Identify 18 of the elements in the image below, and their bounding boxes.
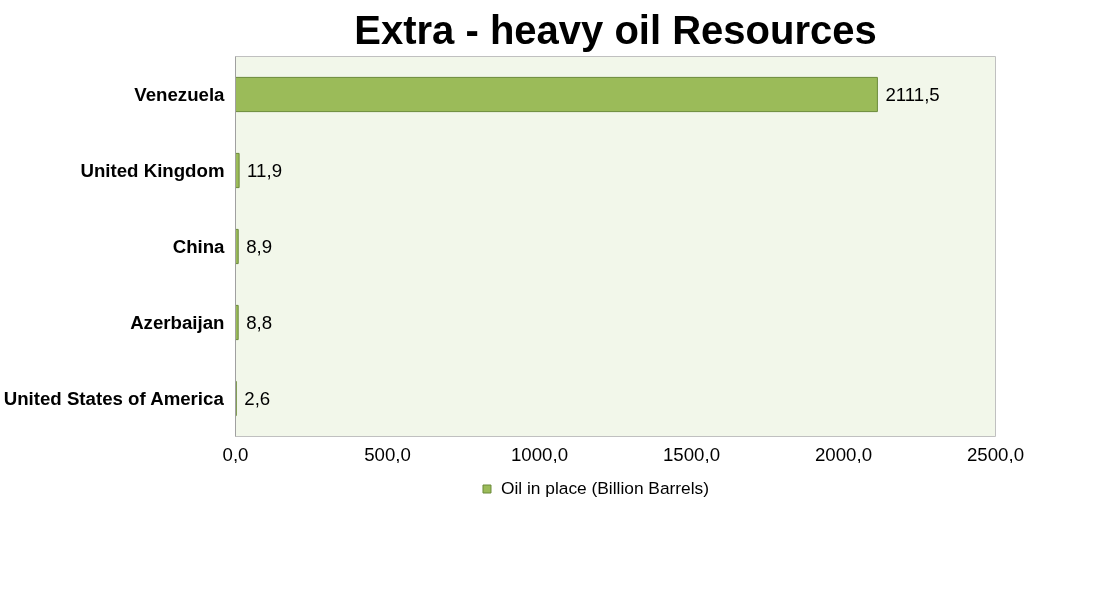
y-tick-label: United States of America [3, 388, 225, 409]
x-tick-label: 2500,0 [966, 443, 1025, 465]
x-tick-label: 1000,0 [510, 443, 569, 465]
data-label: 2111,5 [885, 84, 940, 105]
chart-title: Extra - heavy oil Resources [354, 7, 877, 52]
y-tick-label: Venezuela [134, 84, 226, 105]
x-tick-label: 1500,0 [662, 443, 721, 465]
x-tick-label: 0,0 [222, 443, 249, 465]
data-label: 8,8 [246, 312, 273, 333]
x-tick-label: 500,0 [364, 443, 411, 465]
y-tick-label: China [172, 236, 226, 257]
data-label: 2,6 [244, 388, 271, 409]
data-label: 8,9 [246, 236, 273, 257]
y-tick-label: United Kingdom [80, 160, 225, 181]
x-tick-label: 2000,0 [814, 443, 873, 465]
legend-label: Oil in place (Billion Barrels) [500, 477, 710, 499]
data-label: 11,9 [247, 160, 283, 181]
y-tick-label: Azerbaijan [130, 312, 225, 333]
